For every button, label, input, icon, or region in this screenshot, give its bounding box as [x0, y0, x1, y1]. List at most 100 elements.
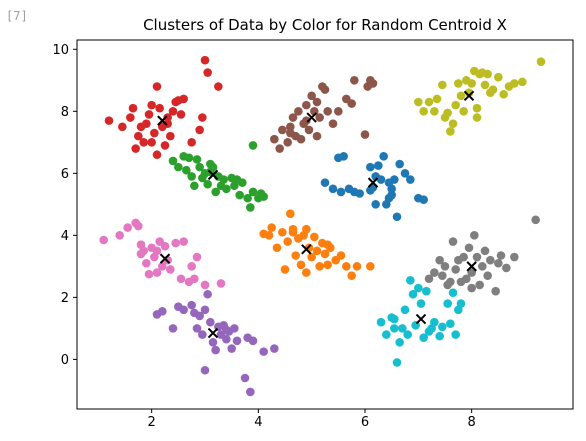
plot-frame	[76, 39, 574, 410]
data-point-cluster-7-7	[451, 265, 460, 274]
data-point-cluster-3-1	[174, 162, 183, 172]
data-point-cluster-6-10	[296, 260, 306, 270]
data-point-cluster-7-25	[510, 252, 519, 262]
data-point-cluster-5-23	[192, 252, 202, 262]
data-point-cluster-0-19	[168, 107, 178, 116]
data-point-cluster-7-28	[467, 283, 476, 293]
data-point-cluster-0-16	[160, 141, 170, 150]
data-point-cluster-1-24	[360, 130, 370, 139]
data-point-cluster-3-6	[190, 181, 199, 191]
data-point-cluster-6-12	[302, 224, 311, 234]
data-point-cluster-7-19	[483, 271, 492, 280]
data-point-cluster-7-12	[464, 243, 474, 253]
data-point-cluster-9-14	[419, 333, 428, 342]
data-point-cluster-0-4	[131, 144, 140, 153]
data-point-cluster-9-7	[400, 305, 410, 315]
data-point-cluster-9-0	[376, 317, 386, 327]
data-point-cluster-6-29	[302, 268, 311, 277]
data-point-cluster-6-30	[288, 227, 298, 237]
data-point-cluster-2-23	[488, 85, 498, 94]
data-point-cluster-3-22	[235, 190, 244, 200]
data-point-cluster-4-11	[374, 161, 383, 170]
data-point-cluster-8-28	[270, 344, 279, 353]
data-point-cluster-1-27	[368, 79, 378, 88]
data-point-cluster-1-20	[334, 107, 343, 116]
data-point-cluster-3-4	[184, 153, 194, 163]
data-point-cluster-9-21	[446, 319, 455, 329]
data-point-cluster-2-20	[480, 80, 490, 90]
data-point-cluster-6-16	[312, 246, 322, 256]
data-point-cluster-6-26	[352, 262, 362, 271]
data-point-cluster-2-2	[430, 107, 439, 116]
points-layer	[99, 55, 546, 397]
data-point-cluster-6-6	[286, 209, 295, 218]
data-point-cluster-0-26	[198, 113, 207, 122]
data-point-cluster-6-31	[323, 240, 332, 249]
data-point-cluster-7-15	[472, 252, 482, 262]
data-point-cluster-2-29	[536, 57, 546, 67]
data-point-cluster-3-25	[246, 203, 255, 212]
centroid-marker-1	[306, 112, 317, 123]
y-tick-label-10: 10	[52, 43, 69, 58]
data-point-cluster-9-13	[416, 299, 426, 308]
data-point-cluster-5-16	[166, 265, 175, 274]
data-point-cluster-3-3	[182, 165, 191, 175]
y-tick-label-2: 2	[61, 291, 69, 306]
data-point-cluster-1-0	[270, 134, 279, 144]
data-point-cluster-7-10	[459, 252, 468, 262]
data-point-cluster-6-17	[315, 262, 324, 271]
data-point-cluster-0-27	[200, 55, 210, 65]
data-point-cluster-6-24	[342, 262, 351, 271]
data-point-cluster-1-15	[315, 113, 324, 122]
data-point-cluster-4-24	[371, 200, 380, 209]
data-point-cluster-5-18	[176, 274, 186, 284]
data-point-cluster-0-11	[150, 128, 159, 138]
data-point-cluster-8-9	[198, 330, 207, 339]
data-point-cluster-0-7	[139, 138, 148, 147]
data-point-cluster-7-21	[491, 286, 500, 296]
data-point-cluster-3-8	[195, 162, 204, 172]
data-point-cluster-0-22	[176, 110, 186, 119]
data-point-cluster-0-10	[147, 100, 156, 110]
data-point-cluster-3-29	[259, 192, 268, 201]
data-point-cluster-9-10	[408, 289, 418, 299]
data-point-cluster-1-14	[312, 97, 322, 107]
data-point-cluster-8-30	[222, 325, 231, 335]
data-point-cluster-1-22	[347, 99, 356, 108]
data-point-cluster-2-3	[432, 94, 442, 104]
data-point-cluster-7-3	[438, 271, 447, 280]
data-point-cluster-8-4	[179, 305, 188, 315]
data-point-cluster-5-17	[171, 238, 180, 248]
data-point-cluster-7-18	[480, 246, 490, 256]
data-point-cluster-7-24	[502, 263, 511, 273]
data-point-cluster-8-21	[230, 324, 239, 333]
data-point-cluster-6-1	[264, 231, 274, 240]
data-point-cluster-9-24	[456, 299, 466, 308]
data-point-cluster-0-2	[126, 113, 135, 122]
data-point-cluster-4-27	[384, 178, 394, 187]
data-point-cluster-1-28	[302, 116, 311, 125]
data-point-cluster-6-20	[323, 260, 332, 270]
data-point-cluster-9-12	[414, 283, 423, 293]
data-point-cluster-8-20	[227, 344, 236, 353]
y-tick-label-0: 0	[61, 353, 69, 368]
data-point-cluster-1-29	[312, 131, 322, 141]
data-point-cluster-2-8	[448, 119, 458, 129]
data-point-cluster-3-23	[238, 178, 247, 187]
data-point-cluster-0-12	[152, 82, 162, 91]
data-point-cluster-5-1	[115, 231, 124, 240]
data-point-cluster-2-6	[443, 108, 452, 118]
data-point-cluster-1-2	[278, 125, 287, 135]
data-point-cluster-3-30	[248, 141, 258, 150]
data-point-cluster-8-26	[248, 336, 258, 346]
y-tick-label-6: 6	[61, 167, 69, 182]
data-point-cluster-8-12	[206, 317, 215, 327]
data-point-cluster-0-1	[118, 122, 127, 132]
data-point-cluster-7-23	[496, 251, 506, 260]
data-point-cluster-2-30	[472, 113, 482, 122]
x-axis: 2 4 6 8	[148, 409, 476, 430]
data-point-cluster-7-20	[486, 255, 495, 265]
x-tick-label-8: 8	[468, 415, 476, 430]
data-point-cluster-2-12	[459, 107, 468, 116]
data-point-cluster-0-14	[155, 103, 164, 113]
